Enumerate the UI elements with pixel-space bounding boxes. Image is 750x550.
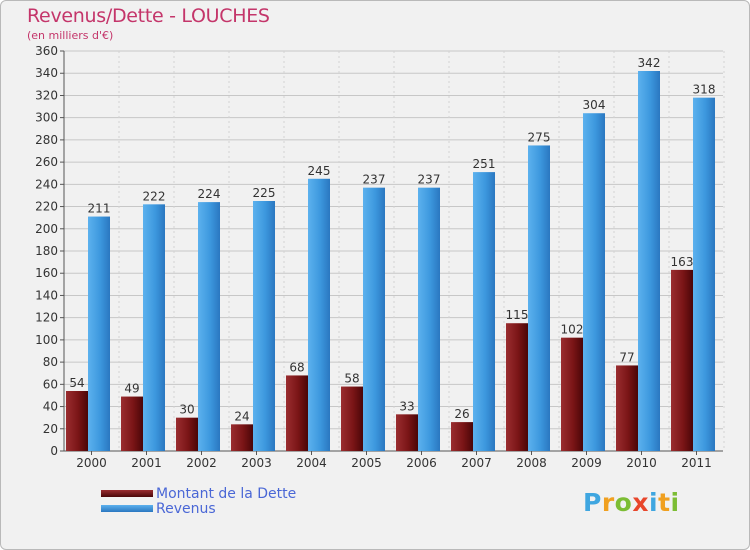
value-label-dette: 58: [344, 372, 359, 386]
bar-dette: [231, 424, 253, 451]
logo-letter: o: [614, 488, 633, 517]
value-label-dette: 26: [454, 407, 469, 421]
value-label-dette: 163: [671, 255, 694, 269]
x-tick-label: 2003: [241, 456, 272, 470]
y-tick-label: 360: [35, 44, 58, 58]
data-labels: 54 211 49 222 30 224 24 225 68 245 58 237 33 237 26 251…: [69, 56, 715, 423]
value-label-dette: 24: [234, 409, 249, 423]
x-tick-label: 2004: [296, 456, 327, 470]
y-tick-label: 40: [43, 400, 58, 414]
value-label-revenus: 251: [473, 157, 496, 171]
value-label-dette: 54: [69, 376, 84, 390]
bar-revenus: [198, 202, 220, 451]
bar-revenus: [418, 187, 440, 451]
y-tick-label: 220: [35, 200, 58, 214]
bar-revenus: [583, 113, 605, 451]
bar-dette: [671, 269, 693, 451]
chart-subtitle: (en milliers d'€): [27, 29, 114, 42]
bar-dette: [121, 396, 143, 451]
y-tick-label: 160: [35, 266, 58, 280]
y-tick-label: 120: [35, 311, 58, 325]
value-label-dette: 33: [399, 399, 414, 413]
value-label-revenus: 245: [308, 164, 331, 178]
y-tick-label: 60: [43, 377, 58, 391]
x-tick-label: 2008: [516, 456, 547, 470]
y-tick-label: 240: [35, 177, 58, 191]
bar-dette: [176, 417, 198, 451]
logo-letter: r: [601, 488, 615, 517]
proxiti-logo: Proxiti: [583, 488, 680, 517]
value-label-dette: 77: [619, 350, 634, 364]
legend-swatch-debt: [101, 490, 153, 497]
y-tick-label: 100: [35, 333, 58, 347]
y-tick-label: 80: [43, 355, 58, 369]
value-label-revenus: 304: [583, 98, 606, 112]
value-label-revenus: 342: [638, 56, 661, 70]
y-tick-label: 20: [43, 422, 58, 436]
x-tick-label: 2002: [186, 456, 217, 470]
x-tick-label: 2009: [571, 456, 602, 470]
bar-dette: [451, 422, 473, 451]
bar-dette: [66, 391, 88, 451]
bar-revenus: [638, 71, 660, 451]
value-label-dette: 30: [179, 403, 194, 417]
y-tick-label: 320: [35, 88, 58, 102]
y-tick-label: 0: [50, 444, 58, 458]
gridlines: [63, 50, 725, 452]
logo-letter: i: [670, 488, 680, 517]
y-tick-label: 280: [35, 133, 58, 147]
value-label-dette: 115: [506, 308, 529, 322]
y-tick-label: 180: [35, 244, 58, 258]
axes: 0 20 40 60 80 100 120 140 160 180 200 220 240 260 280 3…: [35, 44, 723, 470]
value-label-revenus: 224: [198, 187, 221, 201]
logo-letter: i: [649, 488, 659, 517]
bar-revenus: [253, 201, 275, 451]
x-tick-label: 2001: [131, 456, 162, 470]
bar-revenus: [88, 216, 110, 451]
logo-letter: x: [632, 488, 649, 517]
value-label-revenus: 211: [88, 202, 111, 216]
y-tick-label: 260: [35, 155, 58, 169]
x-tick-label: 2007: [461, 456, 492, 470]
y-tick-label: 140: [35, 288, 58, 302]
value-label-dette: 102: [561, 323, 584, 337]
bar-revenus: [693, 97, 715, 452]
legend-label-debt: Montant de la Dette: [156, 486, 297, 502]
value-label-revenus: 225: [253, 186, 276, 200]
bar-revenus: [308, 178, 330, 451]
y-tick-label: 300: [35, 111, 58, 125]
x-tick-label: 2010: [626, 456, 657, 470]
bar-dette: [561, 337, 583, 451]
value-label-dette: 49: [124, 382, 139, 396]
x-tick-label: 2006: [406, 456, 437, 470]
y-tick-label: 340: [35, 66, 58, 80]
bar-dette: [286, 375, 308, 451]
legend-swatch-revenus: [101, 505, 153, 512]
y-tick-label: 200: [35, 222, 58, 236]
chart-title: Revenus/Dette - LOUCHES: [27, 5, 270, 27]
x-tick-label: 2005: [351, 456, 382, 470]
x-tick-label: 2000: [76, 456, 107, 470]
logo-letter: t: [658, 488, 671, 517]
bar-dette: [506, 323, 528, 451]
bars: [66, 71, 715, 452]
bar-dette: [616, 365, 638, 451]
value-label-dette: 68: [289, 360, 304, 374]
bar-revenus: [363, 187, 385, 451]
value-label-revenus: 222: [143, 189, 166, 203]
logo-letter: P: [583, 488, 602, 517]
value-label-revenus: 318: [693, 83, 716, 97]
legend-label-revenus: Revenus: [156, 501, 216, 517]
bar-revenus: [473, 172, 495, 451]
value-label-revenus: 275: [528, 130, 551, 144]
bar-dette: [341, 386, 363, 451]
x-tick-label: 2011: [681, 456, 712, 470]
value-label-revenus: 237: [418, 173, 441, 187]
value-label-revenus: 237: [363, 173, 386, 187]
bar-dette: [396, 414, 418, 451]
bar-revenus: [143, 204, 165, 451]
bar-revenus: [528, 145, 550, 451]
